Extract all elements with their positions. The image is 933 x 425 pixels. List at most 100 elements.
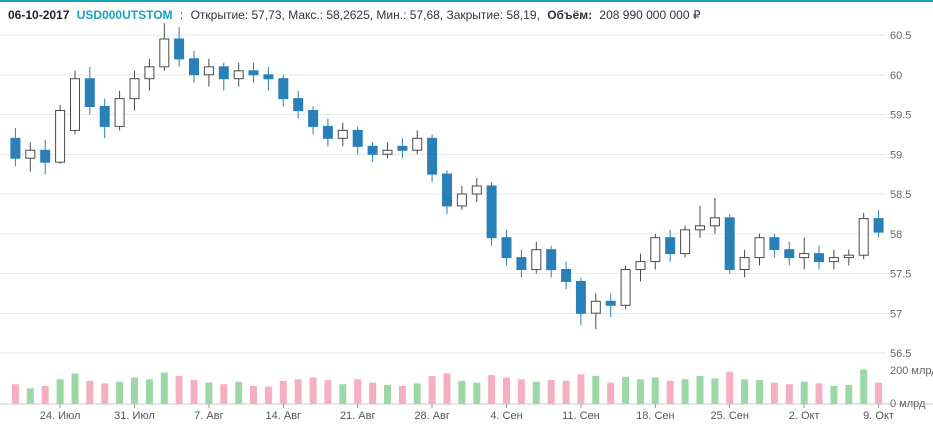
volume-bar[interactable] bbox=[622, 376, 630, 404]
candle[interactable] bbox=[590, 293, 601, 330]
volume-bar[interactable] bbox=[503, 377, 510, 404]
volume-bar[interactable] bbox=[369, 382, 377, 404]
candle[interactable] bbox=[84, 66, 95, 115]
volume-bar[interactable] bbox=[145, 379, 153, 405]
candle[interactable] bbox=[635, 253, 646, 282]
candle[interactable] bbox=[709, 198, 720, 234]
volume-bar[interactable] bbox=[443, 373, 451, 405]
volume-bar[interactable] bbox=[384, 385, 391, 404]
candle[interactable] bbox=[873, 209, 884, 238]
candle[interactable] bbox=[144, 58, 155, 91]
candle[interactable] bbox=[828, 249, 839, 270]
volume-bar[interactable] bbox=[56, 379, 64, 405]
candle[interactable] bbox=[278, 74, 289, 107]
candle[interactable] bbox=[531, 241, 542, 274]
candle[interactable] bbox=[322, 118, 333, 147]
volume-bar[interactable] bbox=[711, 378, 719, 404]
candle[interactable] bbox=[665, 229, 676, 262]
volume-bar[interactable] bbox=[696, 375, 704, 404]
volume-bar[interactable] bbox=[547, 380, 555, 404]
candle[interactable] bbox=[814, 245, 824, 270]
volume-bar[interactable] bbox=[428, 375, 436, 404]
volume-bar[interactable] bbox=[577, 374, 585, 404]
volume-bar[interactable] bbox=[815, 383, 823, 404]
candle[interactable] bbox=[456, 186, 467, 210]
volume-bar[interactable] bbox=[473, 382, 481, 404]
volume-bar[interactable] bbox=[607, 382, 615, 404]
volume-bar[interactable] bbox=[532, 381, 540, 404]
candle[interactable] bbox=[412, 130, 423, 155]
volume-bar[interactable] bbox=[770, 382, 778, 404]
candle[interactable] bbox=[233, 62, 244, 87]
candle[interactable] bbox=[129, 70, 140, 111]
volume-bar[interactable] bbox=[101, 383, 109, 404]
candle[interactable] bbox=[843, 249, 854, 266]
candle[interactable] bbox=[769, 233, 780, 258]
volume-bar[interactable] bbox=[160, 372, 168, 404]
volume-bar[interactable] bbox=[651, 377, 659, 404]
candle[interactable] bbox=[680, 225, 691, 258]
candle[interactable] bbox=[739, 249, 750, 278]
candle[interactable] bbox=[486, 182, 497, 246]
candle[interactable] bbox=[114, 90, 125, 131]
candle[interactable] bbox=[799, 237, 810, 270]
candle[interactable] bbox=[516, 249, 527, 278]
volume-bar[interactable] bbox=[741, 379, 749, 405]
legend-symbol[interactable]: USD000UTSTOM bbox=[76, 8, 173, 22]
volume-bar[interactable] bbox=[71, 373, 79, 405]
candle[interactable] bbox=[337, 122, 348, 147]
volume-bar[interactable] bbox=[205, 382, 213, 404]
volume-bar[interactable] bbox=[264, 386, 272, 404]
candle[interactable] bbox=[754, 233, 765, 266]
candle[interactable] bbox=[858, 212, 869, 260]
volume-bar[interactable] bbox=[235, 381, 243, 404]
candle[interactable] bbox=[263, 66, 274, 91]
volume-bar[interactable] bbox=[562, 380, 570, 404]
volume-bar[interactable] bbox=[458, 380, 466, 404]
candle[interactable] bbox=[382, 142, 393, 159]
volume-bar[interactable] bbox=[488, 375, 496, 404]
candle[interactable] bbox=[10, 128, 21, 167]
candle[interactable] bbox=[427, 134, 438, 183]
candle[interactable] bbox=[40, 139, 51, 175]
candle[interactable] bbox=[293, 90, 304, 119]
candle[interactable] bbox=[159, 23, 170, 71]
candle[interactable] bbox=[248, 62, 259, 83]
candle[interactable] bbox=[695, 205, 705, 238]
candle[interactable] bbox=[561, 261, 572, 290]
volume-bar[interactable] bbox=[324, 380, 332, 404]
volume-bar[interactable] bbox=[339, 384, 347, 404]
volume-bar[interactable] bbox=[86, 380, 94, 404]
candle[interactable] bbox=[546, 245, 557, 278]
volume-bar[interactable] bbox=[220, 384, 228, 404]
volume-bar[interactable] bbox=[785, 384, 793, 404]
candle[interactable] bbox=[367, 142, 378, 163]
volume-bar[interactable] bbox=[756, 380, 763, 404]
volume-bar[interactable] bbox=[116, 381, 124, 404]
volume-bar[interactable] bbox=[131, 377, 138, 404]
volume-bar[interactable] bbox=[354, 379, 362, 405]
candle[interactable] bbox=[218, 62, 229, 91]
volume-bar[interactable] bbox=[637, 379, 644, 405]
candle[interactable] bbox=[724, 213, 735, 274]
candle[interactable] bbox=[55, 105, 66, 164]
volume-bar[interactable] bbox=[860, 369, 868, 405]
volume-bar[interactable] bbox=[41, 385, 49, 404]
candle[interactable] bbox=[25, 142, 36, 172]
candle[interactable] bbox=[203, 58, 214, 87]
volume-bar[interactable] bbox=[190, 380, 198, 404]
candle[interactable] bbox=[575, 277, 586, 326]
candle[interactable] bbox=[784, 241, 795, 266]
volume-bar[interactable] bbox=[845, 385, 853, 404]
candle[interactable] bbox=[471, 178, 482, 202]
candle[interactable] bbox=[620, 265, 631, 310]
volume-bar[interactable] bbox=[413, 383, 421, 404]
candle[interactable] bbox=[99, 98, 110, 139]
volume-bar[interactable] bbox=[800, 381, 808, 404]
volume-bar[interactable] bbox=[592, 375, 600, 404]
candle[interactable] bbox=[308, 106, 319, 135]
volume-bar[interactable] bbox=[517, 379, 525, 405]
volume-bar[interactable] bbox=[666, 380, 674, 404]
volume-bar[interactable] bbox=[830, 385, 838, 404]
